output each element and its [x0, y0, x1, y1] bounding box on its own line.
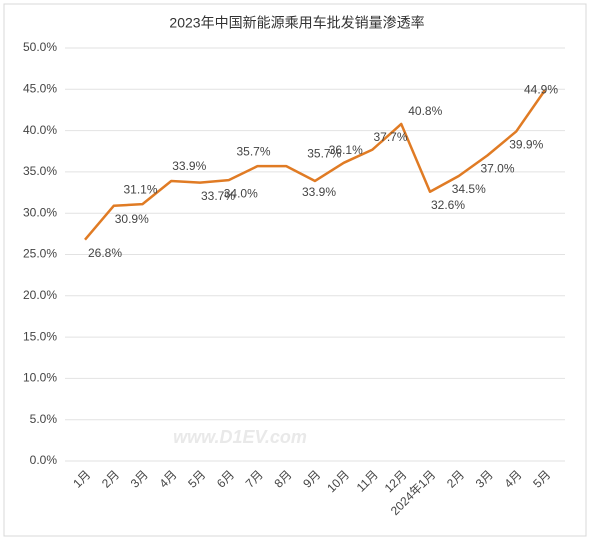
- data-label: 26.8%: [88, 246, 122, 260]
- data-label: 36.1%: [329, 143, 363, 157]
- data-label: 39.9%: [509, 138, 543, 152]
- data-label: 34.0%: [224, 186, 258, 200]
- y-tick-label: 25.0%: [23, 247, 57, 261]
- y-tick-label: 15.0%: [23, 329, 57, 343]
- y-tick-label: 5.0%: [30, 412, 58, 426]
- data-label: 37.7%: [373, 130, 407, 144]
- chart-title: 2023年中国新能源乘用车批发销量渗透率: [169, 15, 424, 31]
- data-label: 33.7%: [201, 189, 235, 203]
- data-label: 34.5%: [452, 182, 486, 196]
- y-tick-label: 35.0%: [23, 164, 57, 178]
- watermark: www.D1EV.com: [173, 427, 307, 447]
- y-tick-label: 20.0%: [23, 288, 57, 302]
- data-label: 35.7%: [236, 144, 270, 158]
- data-label: 33.9%: [302, 185, 336, 199]
- data-label: 33.9%: [172, 159, 206, 173]
- data-label: 31.1%: [123, 182, 157, 196]
- line: [84, 89, 547, 241]
- data-label: 44.9%: [524, 82, 558, 96]
- data-label: 30.9%: [115, 212, 149, 226]
- chart-border: [3, 3, 587, 537]
- y-tick-label: 0.0%: [30, 453, 58, 467]
- data-label: 40.8%: [408, 104, 442, 118]
- y-tick-label: 40.0%: [23, 123, 57, 137]
- data-label: 37.0%: [480, 162, 514, 176]
- data-label: 35.7%: [307, 146, 341, 160]
- y-tick-label: 30.0%: [23, 205, 57, 219]
- y-tick-label: 10.0%: [23, 371, 57, 385]
- y-tick-label: 50.0%: [23, 40, 57, 54]
- data-label: 32.6%: [431, 198, 465, 212]
- y-tick-label: 45.0%: [23, 81, 57, 95]
